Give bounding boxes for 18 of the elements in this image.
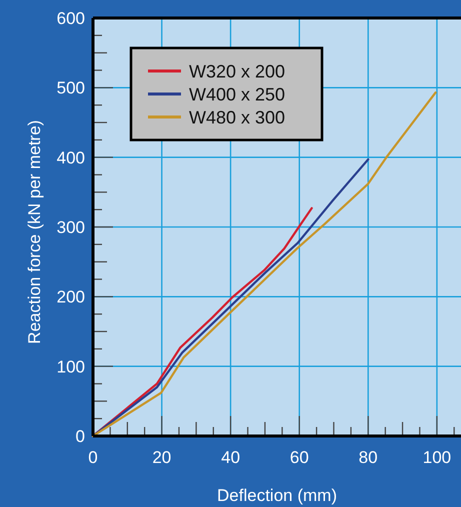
x-tick-label: 0 [88, 448, 98, 467]
legend-label: W400 x 250 [189, 84, 286, 104]
y-tick-label: 300 [56, 218, 85, 237]
x-tick-label: 60 [290, 448, 309, 467]
x-axis-title: Deflection (mm) [217, 486, 337, 505]
y-tick-label: 600 [56, 8, 85, 28]
legend-label: W320 x 200 [189, 61, 286, 82]
x-tick-label: 40 [221, 448, 240, 467]
legend-label: W480 x 300 [189, 107, 286, 128]
y-tick-label: 400 [56, 148, 85, 168]
y-tick-label: 200 [56, 288, 85, 307]
y-axis-title: Reaction force (kN per metre) [25, 120, 44, 344]
x-tick-label: 80 [358, 448, 378, 467]
y-tick-label: 500 [56, 78, 85, 98]
y-tick-label: 0 [76, 426, 85, 446]
x-tick-label: 100 [422, 448, 452, 467]
y-tick-label: 100 [56, 357, 85, 376]
x-tick-label: 20 [152, 448, 172, 467]
